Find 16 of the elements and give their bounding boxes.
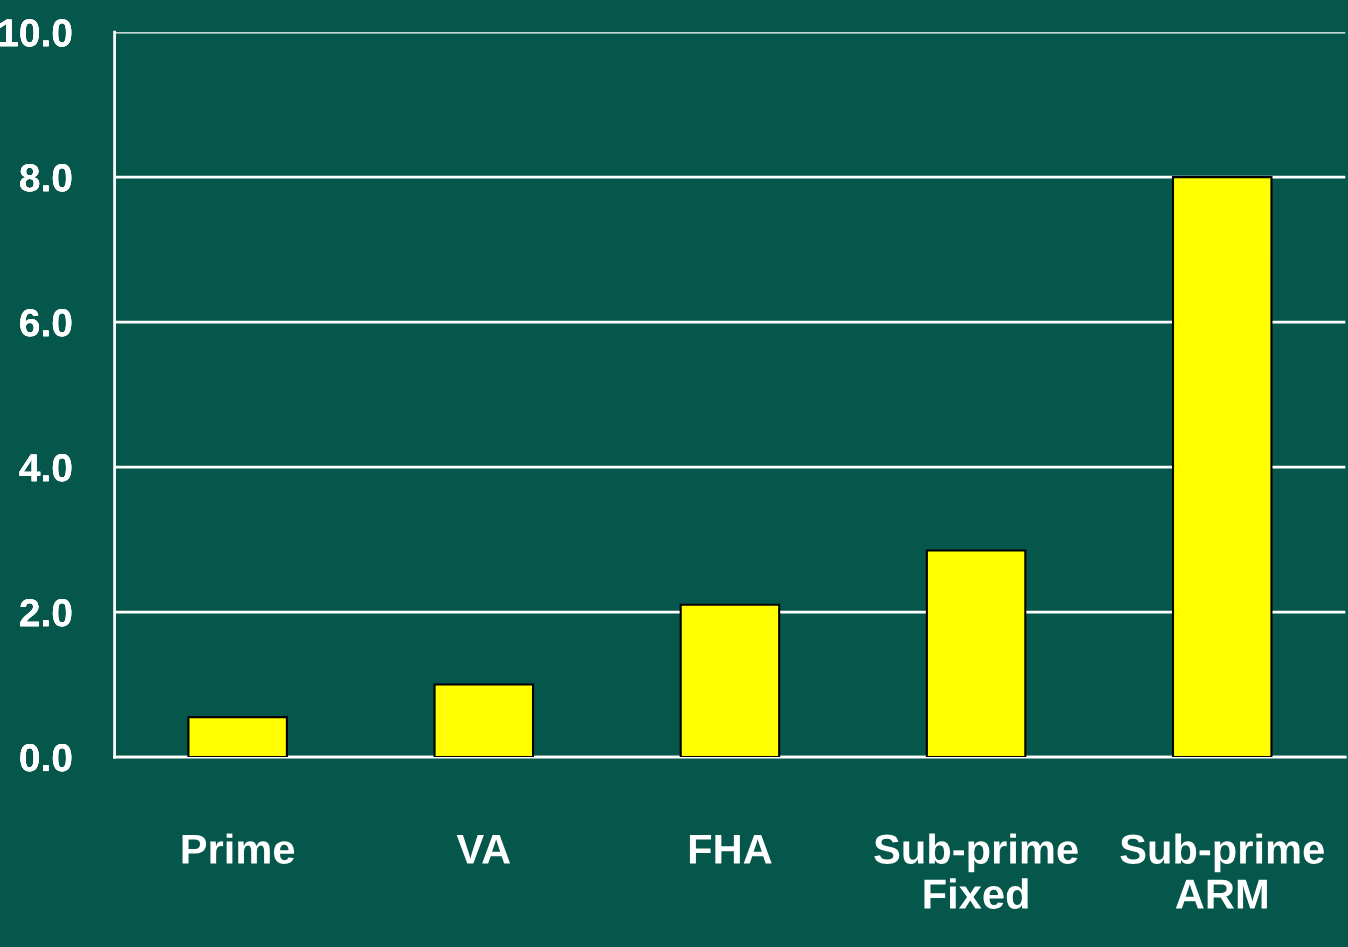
y-tick-label: 10.0 — [0, 19, 72, 47]
x-tick-label: Prime — [182, 833, 295, 865]
y-tick-label: 0.0 — [20, 743, 72, 772]
bar — [925, 549, 1027, 758]
y-tick-label: 2.0 — [20, 599, 72, 627]
x-tick-label: Sub-prime ARM — [1120, 833, 1324, 909]
bar — [433, 683, 535, 758]
x-tick-label: FHA — [689, 834, 772, 864]
x-tick-label: Sub-prime Fixed — [874, 833, 1078, 909]
y-tick-label: 8.0 — [20, 164, 72, 192]
bar — [679, 603, 781, 758]
y-tick-label: 4.0 — [19, 454, 72, 482]
x-tick-label: VA — [456, 834, 511, 864]
bar — [187, 716, 288, 758]
bar — [1171, 176, 1273, 758]
y-tick-label: 6.0 — [20, 309, 72, 337]
